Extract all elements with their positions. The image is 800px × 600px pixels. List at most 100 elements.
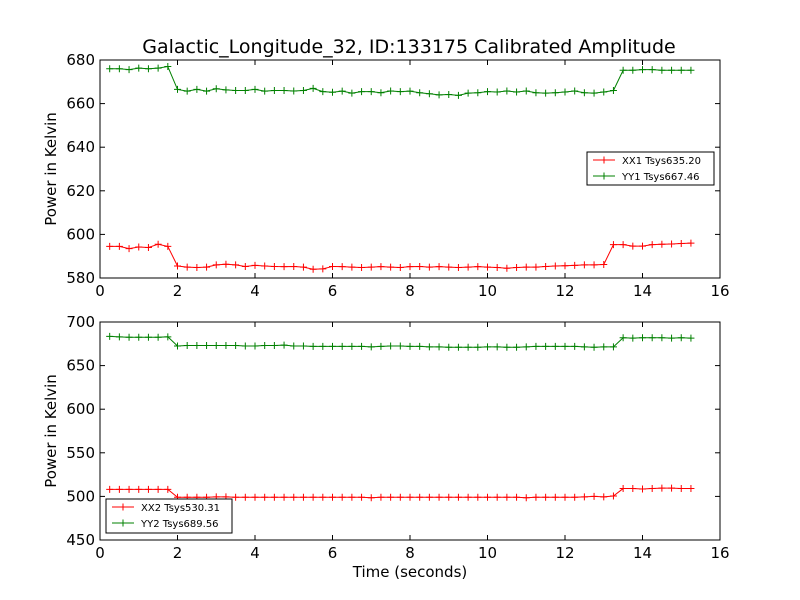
data-point <box>416 493 424 501</box>
data-point <box>600 343 608 351</box>
data-point <box>222 260 230 268</box>
data-point <box>212 342 220 350</box>
data-point <box>396 342 404 350</box>
data-point <box>299 342 307 350</box>
data-point <box>270 262 278 270</box>
data-point <box>522 494 530 502</box>
data-point <box>193 342 201 350</box>
data-point <box>193 264 201 272</box>
data-point <box>571 261 579 269</box>
y-tick-label: 620 <box>66 182 95 200</box>
data-point <box>503 87 511 95</box>
data-point <box>648 241 656 249</box>
data-point <box>193 85 201 93</box>
data-point <box>503 343 511 351</box>
y-tick-label: 600 <box>66 400 95 418</box>
data-point <box>484 493 491 501</box>
data-point <box>377 263 385 271</box>
data-point <box>580 261 588 269</box>
data-point <box>435 343 443 351</box>
data-point <box>513 88 521 96</box>
data-point <box>280 341 288 349</box>
data-point <box>551 493 559 501</box>
data-point <box>619 485 627 493</box>
data-point <box>115 485 123 493</box>
data-point <box>261 87 269 95</box>
data-point <box>503 493 511 501</box>
data-point <box>183 263 191 271</box>
data-point <box>406 342 414 350</box>
data-point <box>561 88 569 96</box>
figure-title: Galactic_Longitude_32, ID:133175 Calibra… <box>142 36 675 58</box>
subplot-2: 0 2 4 6 8 10 12 14 16 450 500 550 600 650 700 Power in … <box>42 313 730 581</box>
data-point <box>367 494 375 502</box>
data-point <box>387 263 395 271</box>
data-point <box>561 262 569 270</box>
data-point <box>609 241 617 249</box>
data-point <box>396 88 404 96</box>
data-point <box>600 260 608 268</box>
data-point <box>329 493 336 501</box>
data-point <box>280 87 288 95</box>
data-point <box>377 342 385 350</box>
data-point <box>639 66 646 74</box>
data-point <box>348 89 356 97</box>
data-point <box>532 263 540 271</box>
data-point <box>619 241 627 249</box>
data-point <box>261 493 269 501</box>
y-tick-label: 450 <box>66 531 95 549</box>
data-point <box>454 91 462 99</box>
data-point <box>251 85 259 93</box>
data-point <box>203 87 211 95</box>
legend-box <box>105 498 233 534</box>
legend-marker <box>119 519 127 527</box>
data-point <box>222 342 230 350</box>
data-point <box>164 63 172 71</box>
data-point <box>358 493 366 501</box>
data-point <box>425 263 433 271</box>
data-point <box>154 485 162 493</box>
data-point <box>484 263 491 271</box>
data-point <box>416 342 424 350</box>
legend-item: YY1 Tsys667.46 <box>593 172 700 183</box>
data-point <box>571 493 579 501</box>
data-point <box>261 262 269 270</box>
data-point <box>542 342 550 350</box>
data-point <box>338 493 346 501</box>
data-point <box>464 343 472 351</box>
x-tick-label: 4 <box>250 544 260 562</box>
data-point <box>270 493 278 501</box>
data-point <box>658 240 666 248</box>
data-point <box>358 342 366 350</box>
data-point <box>454 493 462 501</box>
data-point <box>658 334 666 342</box>
data-point <box>396 264 404 272</box>
data-point <box>212 261 220 269</box>
data-point <box>474 263 482 271</box>
data-point <box>251 261 259 269</box>
data-point <box>668 334 676 342</box>
series-2 <box>106 63 695 99</box>
data-point <box>406 493 414 501</box>
data-point <box>648 485 656 493</box>
data-point <box>319 342 327 350</box>
data-point <box>600 493 608 501</box>
data-point <box>348 263 356 271</box>
data-point <box>290 87 298 95</box>
data-point <box>241 262 249 270</box>
data-point <box>135 243 143 251</box>
data-point <box>387 87 395 95</box>
legend: XX1 Tsys635.20 YY1 Tsys667.46 <box>586 151 715 186</box>
data-point <box>639 334 646 342</box>
data-point <box>687 485 695 493</box>
data-point <box>125 333 133 341</box>
data-point <box>290 262 298 270</box>
data-point <box>513 264 521 272</box>
data-point <box>106 242 114 250</box>
data-point <box>677 66 685 74</box>
data-point <box>648 334 656 342</box>
data-point <box>464 89 472 97</box>
x-tick-label: 16 <box>710 544 729 562</box>
